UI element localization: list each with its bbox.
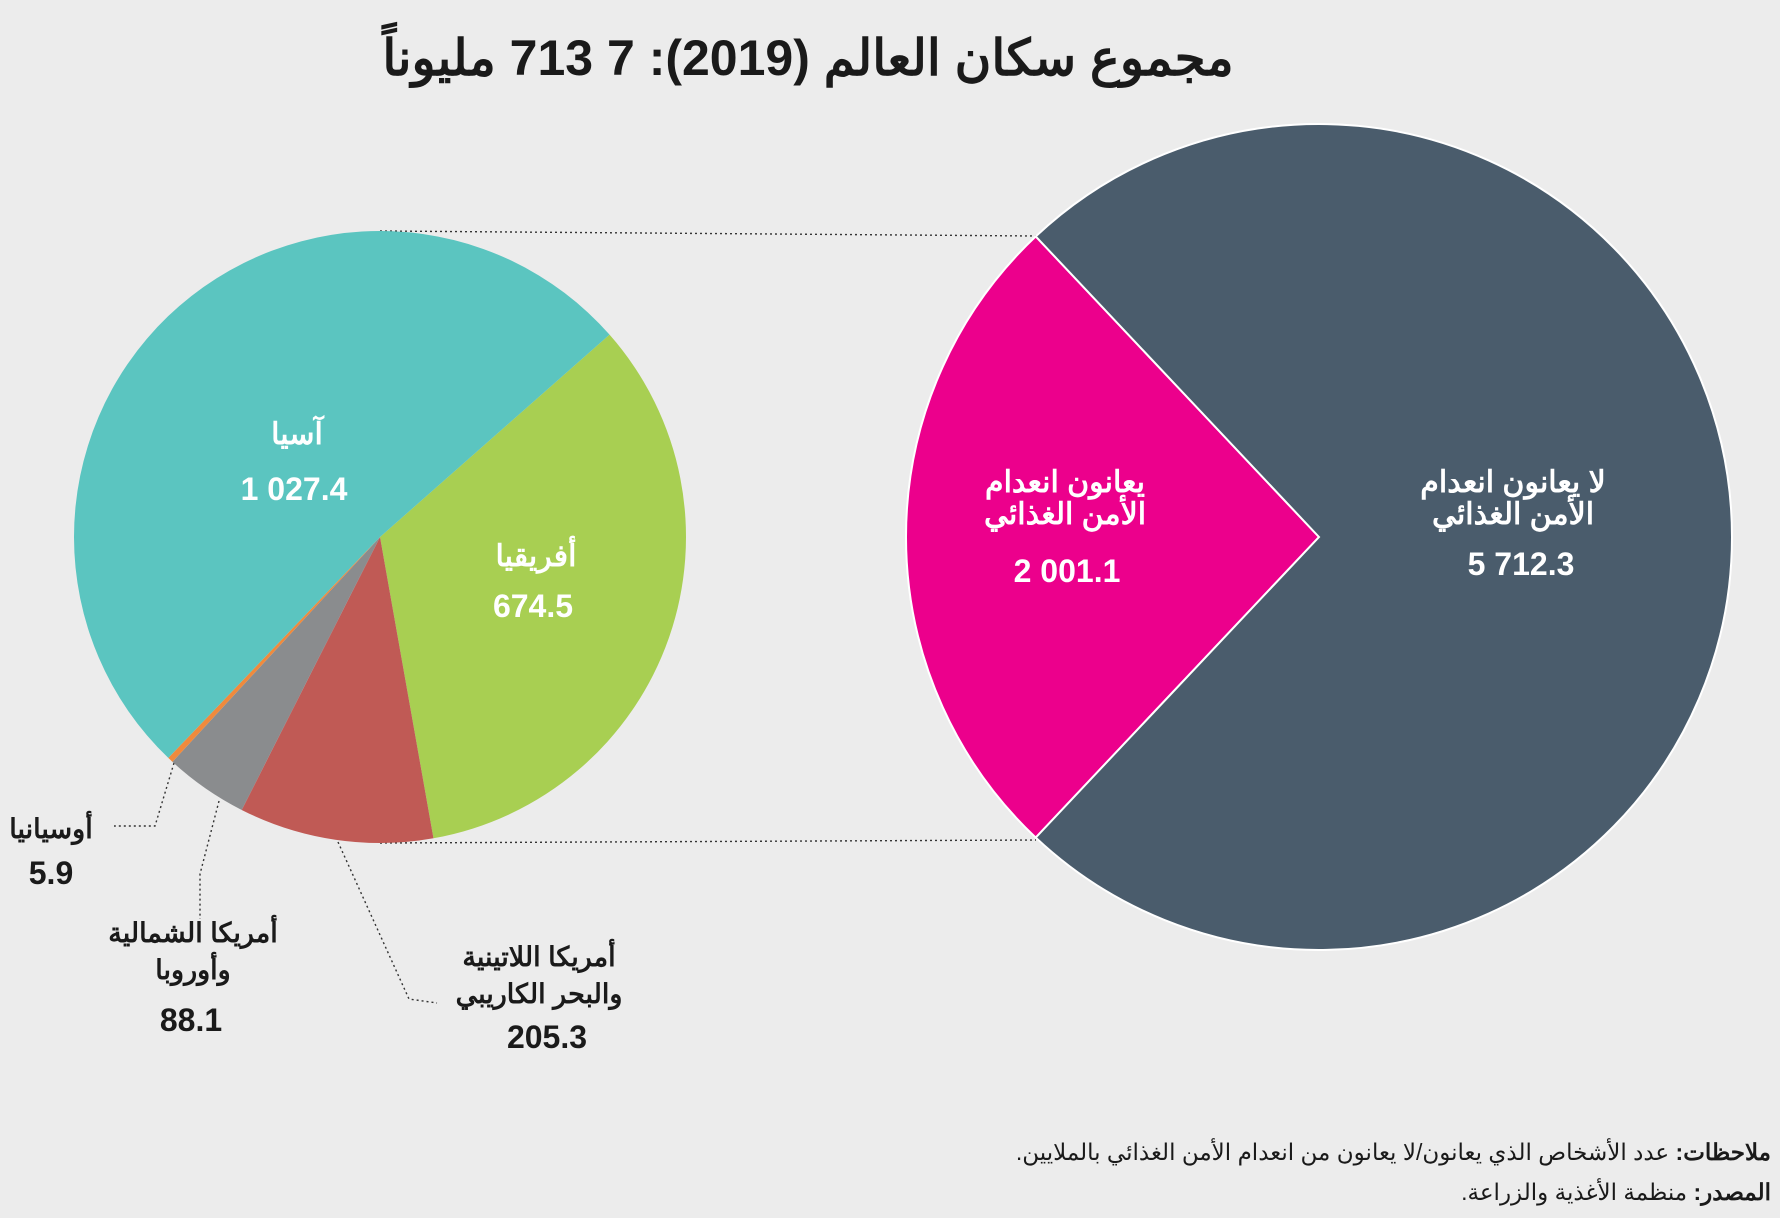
label-secure-line1: لا يعانون انعدام — [1420, 466, 1605, 500]
value-insecure: 2 001.1 — [1014, 553, 1121, 589]
value-na-europe: 88.1 — [160, 1002, 222, 1038]
label-insecure-line2: الأمن الغذائي — [984, 495, 1146, 532]
value-latam: 205.3 — [507, 1019, 587, 1055]
notes-label: ملاحظات: — [1676, 1139, 1771, 1165]
slice-asia — [74, 231, 610, 758]
value-oceania: 5.9 — [29, 855, 73, 891]
label-latam-line2: والبحر الكاريبي — [456, 979, 623, 1011]
slice-africa — [380, 334, 687, 839]
label-secure-line2: الأمن الغذائي — [1432, 495, 1594, 532]
slice-na-europe — [172, 537, 380, 810]
source-line: المصدر: منظمة الأغذية والزراعة. — [1461, 1178, 1771, 1207]
slice-insecure — [904, 235, 1321, 839]
label-na-europe-line1: أمريكا الشمالية — [108, 915, 278, 950]
value-africa: 674.5 — [493, 588, 573, 624]
slice-secure — [1034, 123, 1733, 951]
value-secure: 5 712.3 — [1468, 546, 1575, 582]
slice-latam — [241, 537, 434, 844]
label-na-europe-line2: وأوروبا — [155, 952, 230, 987]
chart-title: مجموع سكان العالم (2019): 7 713 مليوناً — [381, 21, 1234, 88]
slice-oceania — [168, 537, 380, 762]
source-label: المصدر: — [1694, 1179, 1771, 1207]
connector-top — [379, 230, 1037, 237]
pie-regions — [74, 231, 687, 844]
label-latam-line1: أمريكا اللاتينية — [462, 939, 615, 974]
connector-bottom — [379, 839, 1037, 844]
notes-line: ملاحظات: عدد الأشخاص الذي يعانون/لا يعان… — [1016, 1138, 1771, 1166]
value-asia: 1 027.4 — [241, 471, 348, 507]
leader-na-europe — [199, 800, 220, 919]
pie-food-insecurity — [904, 123, 1733, 951]
leader-oceania — [114, 762, 175, 827]
notes-text: عدد الأشخاص الذي يعانون/لا يعانون من انع… — [1016, 1138, 1676, 1166]
source-text: منظمة الأغذية والزراعة. — [1461, 1178, 1693, 1206]
label-asia: آسيا — [271, 414, 324, 451]
leader-latam — [337, 841, 438, 1004]
label-insecure-line1: يعانون انعدام — [985, 466, 1145, 500]
label-oceania: أوسيانيا — [9, 811, 92, 846]
label-africa: أفريقيا — [496, 535, 577, 574]
